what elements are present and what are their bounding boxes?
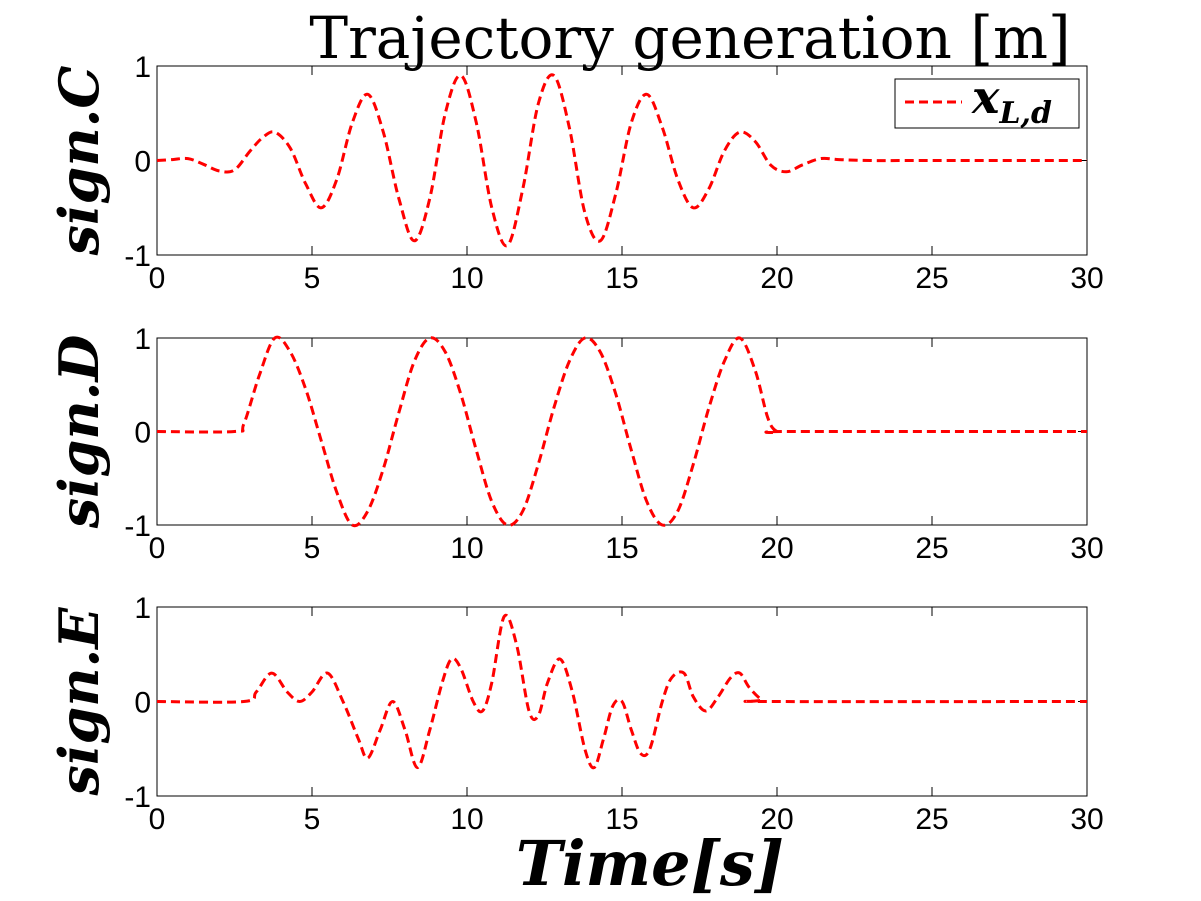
x-axis-label: Time[s] xyxy=(516,827,784,900)
series-line xyxy=(156,335,1087,528)
x-tick-label: 30 xyxy=(1070,803,1103,836)
chart-title: Trajectory generation [m] xyxy=(309,4,1070,72)
x-tick-label: 30 xyxy=(1070,262,1103,295)
y-axis-label: sign.E xyxy=(47,607,111,797)
y-axis-label: sign.C xyxy=(47,66,111,257)
x-tick-label: 15 xyxy=(605,532,638,565)
y-tick-label: -1 xyxy=(124,510,151,543)
y-tick-label: -1 xyxy=(124,781,151,814)
x-tick-label: 25 xyxy=(915,262,948,295)
x-tick-label: 10 xyxy=(450,262,483,295)
x-tick-label: 5 xyxy=(304,803,321,836)
legend-label: xL,d xyxy=(971,70,1052,131)
legend-label-main: x xyxy=(971,70,1000,124)
y-tick-label: 0 xyxy=(134,417,151,450)
x-tick-label: 20 xyxy=(760,532,793,565)
x-tick-label: 15 xyxy=(605,262,638,295)
y-tick-label: 0 xyxy=(134,687,151,720)
x-tick-label: 0 xyxy=(149,262,166,295)
y-tick-label: 0 xyxy=(134,146,151,179)
x-tick-label: 10 xyxy=(450,803,483,836)
y-axis-label: sign.D xyxy=(47,335,111,530)
x-tick-label: 0 xyxy=(149,803,166,836)
y-tick-label: 1 xyxy=(134,323,151,356)
x-tick-label: 20 xyxy=(760,262,793,295)
x-tick-label: 25 xyxy=(915,803,948,836)
x-tick-label: 15 xyxy=(605,803,638,836)
y-tick-label: 1 xyxy=(134,592,151,625)
series-line xyxy=(156,613,1088,770)
x-tick-label: 30 xyxy=(1070,532,1103,565)
y-tick-label: 1 xyxy=(134,51,151,84)
legend-label-sub: L,d xyxy=(998,96,1052,131)
legend: xL,d xyxy=(894,70,1080,131)
x-tick-label: 5 xyxy=(304,262,321,295)
y-tick-label: -1 xyxy=(124,240,151,273)
x-tick-label: 5 xyxy=(304,532,321,565)
x-tick-label: 0 xyxy=(149,532,166,565)
x-tick-label: 10 xyxy=(450,532,483,565)
x-tick-label: 25 xyxy=(915,532,948,565)
x-tick-label: 20 xyxy=(760,803,793,836)
